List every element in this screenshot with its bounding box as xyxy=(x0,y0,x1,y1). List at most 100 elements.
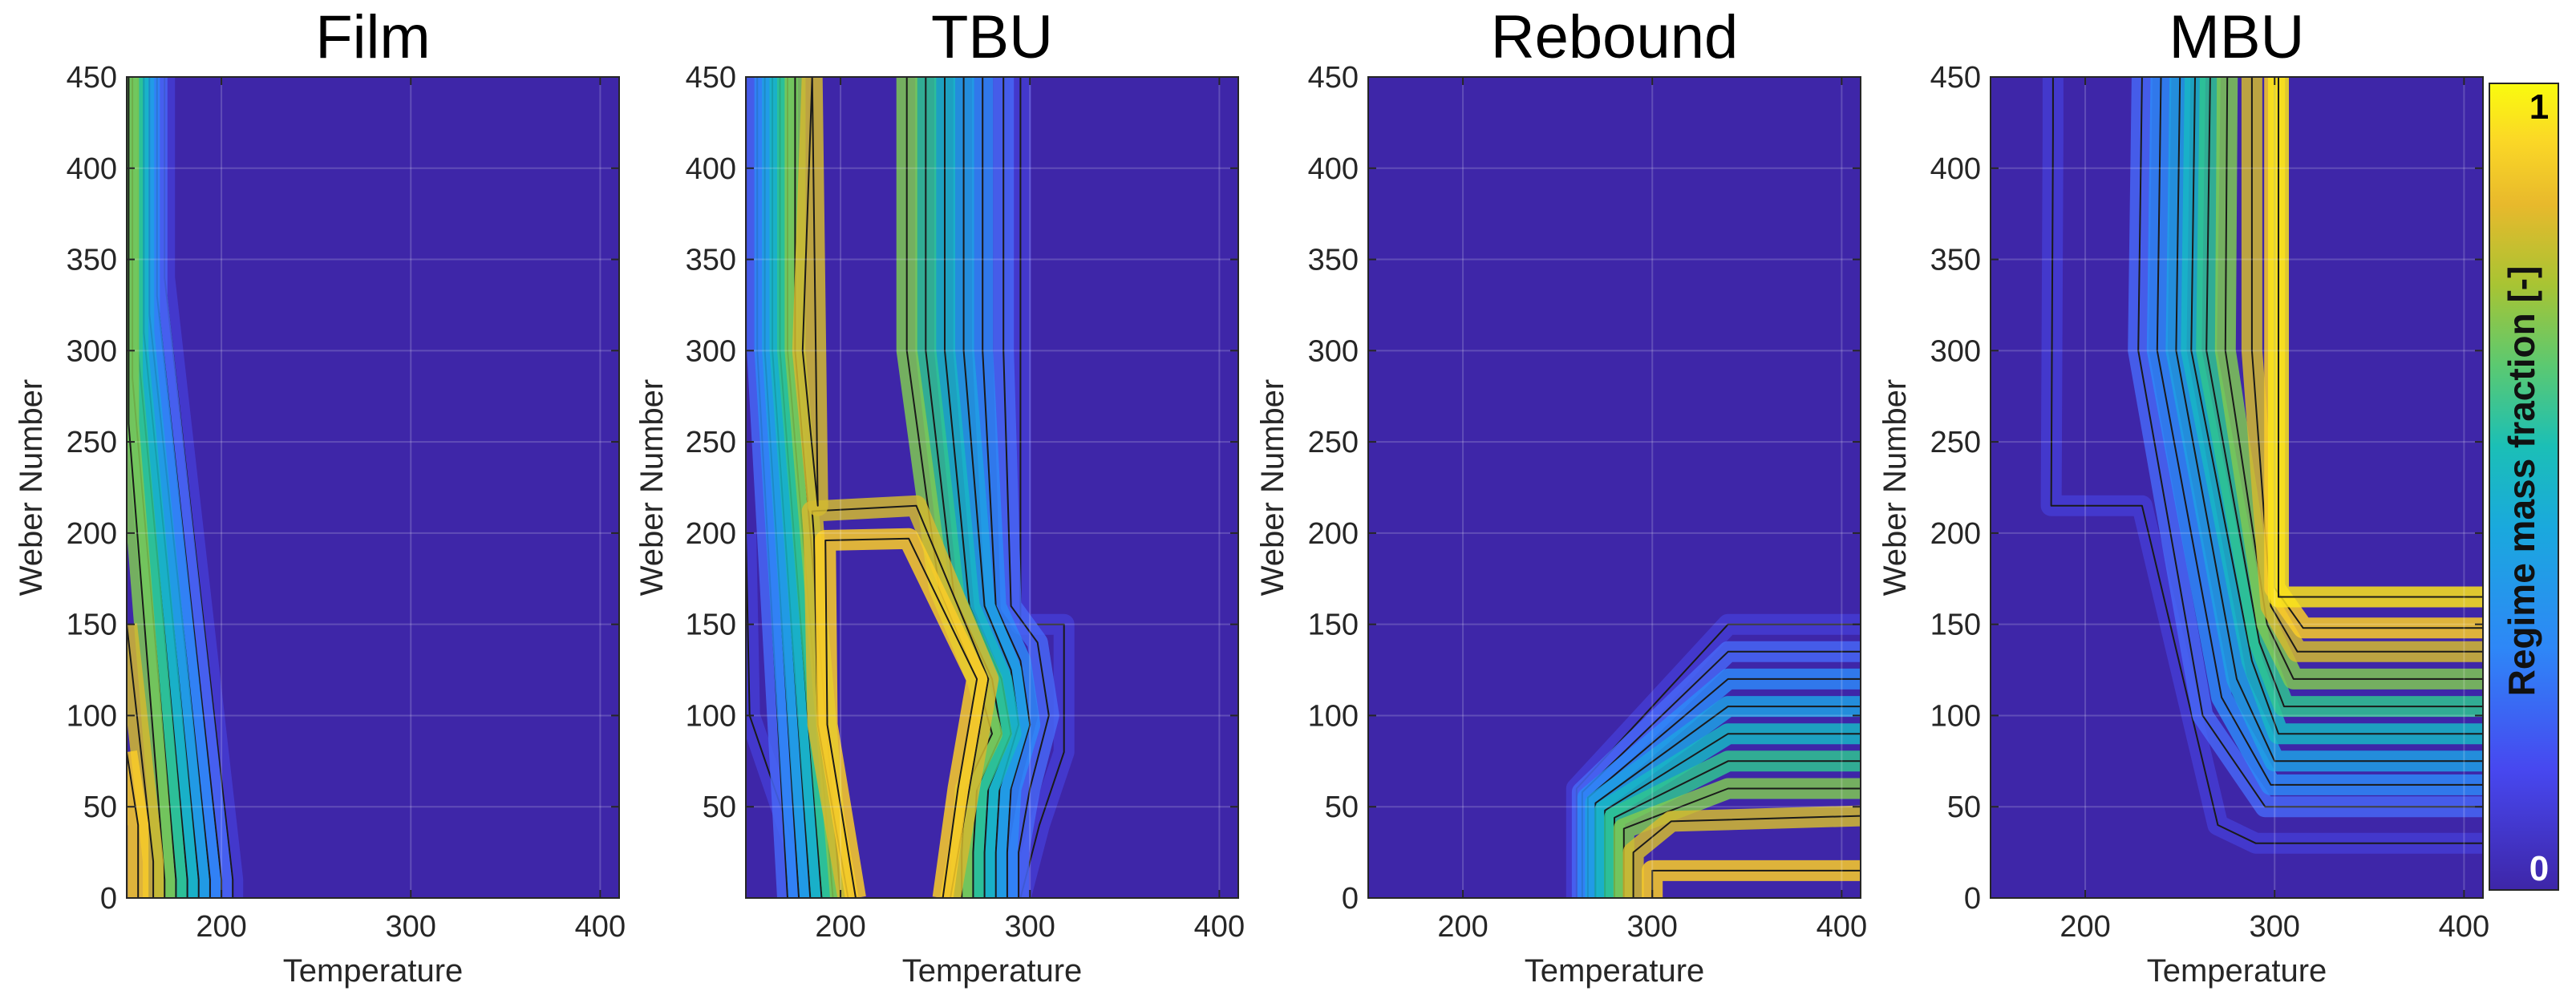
y-axis-label: Weber Number xyxy=(1255,379,1290,596)
panel-title: MBU xyxy=(2169,3,2305,71)
x-axis-label: Temperature xyxy=(283,953,464,989)
grid-lines xyxy=(1991,77,2483,898)
y-tick-label: 50 xyxy=(83,791,117,824)
plot-frame xyxy=(126,76,620,899)
y-tick-label: 300 xyxy=(1308,334,1359,368)
grid-lines xyxy=(127,77,619,898)
chart-panel-rebound: Rebound 200 300 400 0 50 100 150 200 250 300 350 4… xyxy=(1255,3,1867,989)
y-axis-label: Weber Number xyxy=(14,379,49,596)
grid-lines xyxy=(1368,77,1861,898)
colorbar-gradient xyxy=(2489,83,2559,891)
plot-frame xyxy=(745,76,1239,899)
y-tick-label: 250 xyxy=(686,426,736,459)
x-axis-ticks: 200 300 400 xyxy=(1437,77,1867,944)
x-tick-label: 300 xyxy=(1005,910,1055,944)
y-tick-label: 450 xyxy=(1308,61,1359,95)
y-tick-label: 100 xyxy=(686,699,736,733)
y-tick-label: 400 xyxy=(1930,152,1981,186)
x-tick-label: 200 xyxy=(815,910,865,944)
y-tick-label: 200 xyxy=(67,517,117,551)
y-tick-label: 150 xyxy=(67,609,117,642)
y-tick-label: 350 xyxy=(1930,244,1981,277)
y-tick-label: 400 xyxy=(686,152,736,186)
colorbar-max-label: 1 xyxy=(2529,87,2549,127)
y-tick-label: 300 xyxy=(67,334,117,368)
contour-fills xyxy=(746,77,1075,898)
y-tick-label: 150 xyxy=(1930,609,1981,642)
y-tick-label: 200 xyxy=(686,517,736,551)
contour-line-7 xyxy=(1632,815,1861,898)
colorbar-label: Regime mass fraction [-] xyxy=(2501,266,2542,697)
y-tick-label: 400 xyxy=(1308,152,1359,186)
chart-panel-mbu: MBU 200 300 400 0 50 100 150 200 250 300 350 400 45… xyxy=(1877,3,2489,989)
x-tick-label: 200 xyxy=(2060,910,2110,944)
plot-frame xyxy=(1367,76,1861,899)
y-tick-label: 150 xyxy=(1308,609,1359,642)
y-tick-label: 350 xyxy=(686,244,736,277)
y-tick-label: 300 xyxy=(686,334,736,368)
panel-title: TBU xyxy=(931,3,1053,71)
x-axis-label: Temperature xyxy=(902,953,1083,989)
contour-line-1 xyxy=(1019,77,1065,898)
y-tick-label: 450 xyxy=(1930,61,1981,95)
contour-line-5 xyxy=(2205,77,2483,708)
contour-line-7 xyxy=(2250,77,2483,653)
contour-fills xyxy=(1565,613,1861,898)
panel-title: Film xyxy=(315,3,431,71)
y-tick-label: 450 xyxy=(686,61,736,95)
contour-line-6 xyxy=(2224,77,2483,680)
x-tick-label: 300 xyxy=(386,910,436,944)
panel-title: Rebound xyxy=(1491,3,1739,71)
x-axis-ticks: 200 300 400 xyxy=(196,77,626,944)
contour-line-9 xyxy=(2278,77,2483,598)
y-tick-label: 250 xyxy=(67,426,117,459)
grid-lines xyxy=(746,77,1238,898)
x-tick-label: 200 xyxy=(1437,910,1488,944)
x-tick-label: 300 xyxy=(1627,910,1678,944)
contour-line-2 xyxy=(2156,77,2483,786)
contour-line-3 xyxy=(2175,77,2483,762)
y-tick-label: 150 xyxy=(686,609,736,642)
y-tick-label: 0 xyxy=(1342,882,1359,916)
x-axis-label: Temperature xyxy=(2147,953,2327,989)
y-axis-ticks: 0 50 100 150 200 250 300 350 400 450 xyxy=(67,61,619,916)
x-axis-ticks: 200 300 400 xyxy=(2060,77,2489,944)
y-tick-label: 200 xyxy=(1930,517,1981,551)
x-axis-label: Temperature xyxy=(1525,953,1705,989)
contour-line-8 xyxy=(127,751,140,898)
contour-line-4 xyxy=(2190,77,2483,735)
y-tick-label: 0 xyxy=(1964,882,1981,916)
contour-line-0 xyxy=(2050,77,2483,844)
contour-line-7 xyxy=(127,624,155,898)
x-tick-label: 400 xyxy=(2439,910,2489,944)
y-axis-ticks: 0 50 100 150 200 250 300 350 400 450 xyxy=(1308,61,1861,916)
plot-frame xyxy=(1990,76,2484,899)
contour-line-6 xyxy=(128,77,166,898)
y-tick-label: 450 xyxy=(67,61,117,95)
x-tick-label: 400 xyxy=(1194,910,1245,944)
y-tick-label: 50 xyxy=(1325,791,1359,824)
y-tick-label: 100 xyxy=(1308,699,1359,733)
y-tick-label: 350 xyxy=(67,244,117,277)
y-tick-label: 100 xyxy=(67,699,117,733)
x-tick-label: 200 xyxy=(196,910,246,944)
y-tick-label: 250 xyxy=(1308,426,1359,459)
y-tick-label: 200 xyxy=(1308,517,1359,551)
contour-line-3 xyxy=(1002,77,1050,898)
contour-band-8 xyxy=(127,750,149,898)
contour-fills xyxy=(127,77,244,898)
x-axis-ticks: 200 300 400 xyxy=(815,77,1245,944)
y-axis-ticks: 0 50 100 150 200 250 300 350 400 450 xyxy=(1930,61,2483,916)
contour-line-8 xyxy=(1651,869,1861,898)
chart-panel-film: Film 200 300 400 0 50 100 150 200 250 300 350 400 4… xyxy=(14,3,626,989)
contour-line-11 xyxy=(925,77,1002,898)
y-tick-label: 350 xyxy=(1308,244,1359,277)
y-tick-label: 100 xyxy=(1930,699,1981,733)
x-tick-label: 400 xyxy=(575,910,626,944)
x-tick-label: 300 xyxy=(2250,910,2300,944)
y-tick-label: 0 xyxy=(100,882,117,916)
y-axis-ticks: 50 100 150 200 250 300 350 400 450 xyxy=(686,61,1238,824)
y-axis-label: Weber Number xyxy=(634,379,670,596)
y-tick-label: 50 xyxy=(703,791,736,824)
